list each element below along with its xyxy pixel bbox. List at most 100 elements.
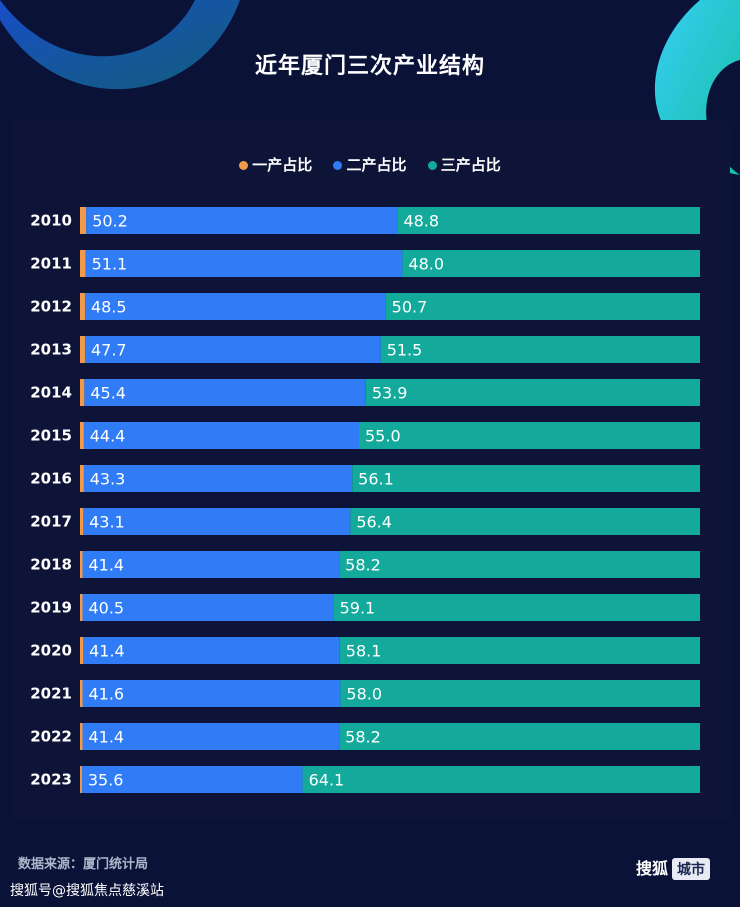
bar-2011-series-1 bbox=[85, 250, 403, 277]
bar-2016-series-2 bbox=[352, 465, 700, 492]
brand-name: 搜狐 bbox=[636, 859, 669, 878]
data-label-2014-series-2: 53.9 bbox=[372, 384, 408, 403]
data-label-2020-series-2: 58.1 bbox=[346, 642, 382, 661]
legend-dot-secondary bbox=[333, 161, 343, 170]
bar-2013-series-1 bbox=[84, 336, 381, 363]
data-label-2021-series-2: 58.0 bbox=[346, 685, 382, 704]
data-label-2016-series-2: 56.1 bbox=[358, 470, 394, 489]
legend-label-secondary: 二产占比 bbox=[346, 156, 407, 174]
bar-2013-series-2 bbox=[380, 336, 700, 363]
bar-2011-series-0 bbox=[80, 250, 86, 277]
bar-2014-series-1 bbox=[84, 379, 366, 406]
data-label-2015-series-2: 55.0 bbox=[365, 427, 401, 446]
bar-2022-series-2 bbox=[339, 723, 700, 750]
legend-item-tertiary: 三产占比 bbox=[427, 154, 501, 175]
category-label-2012: 2012 bbox=[30, 298, 72, 316]
bar-2018-series-0 bbox=[80, 551, 84, 578]
data-label-2019-series-1: 40.5 bbox=[88, 599, 124, 618]
category-label-2011: 2011 bbox=[30, 255, 72, 273]
category-label-2016: 2016 bbox=[30, 470, 72, 488]
bar-2010-series-2 bbox=[397, 207, 700, 234]
category-label-2017: 2017 bbox=[30, 513, 72, 531]
data-label-2014-series-1: 45.4 bbox=[90, 384, 126, 403]
legend-dot-tertiary bbox=[427, 161, 437, 170]
data-source: 数据来源：厦门统计局 bbox=[18, 857, 149, 872]
data-label-2022-series-1: 41.4 bbox=[88, 728, 124, 747]
data-label-2012-series-1: 48.5 bbox=[91, 298, 127, 317]
bar-2020-series-0 bbox=[80, 637, 84, 664]
category-label-2014: 2014 bbox=[30, 384, 72, 402]
category-label-2021: 2021 bbox=[30, 685, 72, 703]
bar-2019-series-2 bbox=[333, 594, 700, 621]
category-label-2018: 2018 bbox=[30, 556, 72, 574]
bar-2020-series-1 bbox=[83, 637, 340, 664]
data-label-2023-series-2: 64.1 bbox=[309, 771, 345, 790]
bar-2021-series-1 bbox=[82, 680, 341, 707]
bar-2017-series-1 bbox=[83, 508, 351, 535]
category-label-2023: 2023 bbox=[30, 771, 72, 789]
bar-2012-series-1 bbox=[84, 293, 386, 320]
data-label-2013-series-1: 47.7 bbox=[91, 341, 127, 360]
bar-2013-series-0 bbox=[80, 336, 85, 363]
chart-title: 近年厦门三次产业结构 bbox=[254, 54, 485, 79]
bar-2018-series-2 bbox=[339, 551, 700, 578]
data-label-2011-series-1: 51.1 bbox=[92, 255, 128, 274]
legend-label-primary: 一产占比 bbox=[252, 156, 313, 174]
data-label-2012-series-2: 50.7 bbox=[392, 298, 428, 317]
bar-2015-series-1 bbox=[83, 422, 359, 449]
bar-2019-series-1 bbox=[82, 594, 334, 621]
bar-2018-series-1 bbox=[82, 551, 340, 578]
data-label-2015-series-1: 44.4 bbox=[90, 427, 126, 446]
data-label-2019-series-2: 59.1 bbox=[340, 599, 376, 618]
bar-2022-series-1 bbox=[82, 723, 340, 750]
bar-2014-series-2 bbox=[365, 379, 700, 406]
data-label-2017-series-1: 43.1 bbox=[89, 513, 125, 532]
bar-2022-series-0 bbox=[80, 723, 84, 750]
legend-dot-primary bbox=[239, 161, 249, 170]
category-label-2010: 2010 bbox=[30, 212, 72, 230]
data-label-2011-series-2: 48.0 bbox=[408, 255, 444, 274]
data-label-2022-series-2: 58.2 bbox=[345, 728, 381, 747]
bar-2012-series-2 bbox=[385, 293, 700, 320]
bar-2016-series-0 bbox=[80, 465, 84, 492]
brand-logo: 搜狐 城市 bbox=[636, 855, 711, 880]
bar-2010-series-1 bbox=[86, 207, 398, 234]
brand-tag: 城市 bbox=[672, 858, 711, 880]
data-label-2018-series-1: 41.4 bbox=[88, 556, 124, 575]
category-label-2015: 2015 bbox=[30, 427, 72, 445]
data-label-2018-series-2: 58.2 bbox=[345, 556, 381, 575]
legend: 一产占比 二产占比 三产占比 bbox=[0, 154, 740, 175]
bar-2023-series-1 bbox=[81, 766, 303, 793]
bar-2019-series-0 bbox=[80, 594, 84, 621]
data-label-2010-series-2: 48.8 bbox=[403, 212, 439, 231]
data-label-2010-series-1: 50.2 bbox=[92, 212, 128, 231]
bar-2011-series-2 bbox=[402, 250, 700, 277]
category-label-2020: 2020 bbox=[30, 642, 72, 660]
legend-label-tertiary: 三产占比 bbox=[440, 156, 501, 174]
data-label-2021-series-1: 41.6 bbox=[88, 685, 124, 704]
data-label-2016-series-1: 43.3 bbox=[90, 470, 126, 489]
bar-2021-series-2 bbox=[340, 680, 700, 707]
bar-2015-series-2 bbox=[359, 422, 700, 449]
bar-2023-series-2 bbox=[302, 766, 700, 793]
category-label-2022: 2022 bbox=[30, 728, 72, 746]
bar-2020-series-2 bbox=[339, 637, 700, 664]
bar-2015-series-0 bbox=[80, 422, 84, 449]
bar-2010-series-0 bbox=[80, 207, 87, 234]
watermark-credit: 搜狐号@搜狐焦点慈溪站 bbox=[10, 883, 164, 899]
data-label-2020-series-1: 41.4 bbox=[89, 642, 125, 661]
bar-2017-series-0 bbox=[80, 508, 84, 535]
bar-2017-series-2 bbox=[350, 508, 700, 535]
category-label-2019: 2019 bbox=[30, 599, 72, 617]
data-label-2023-series-1: 35.6 bbox=[88, 771, 124, 790]
bar-2021-series-0 bbox=[80, 680, 84, 707]
category-label-2013: 2013 bbox=[30, 341, 72, 359]
bar-2016-series-1 bbox=[83, 465, 353, 492]
legend-item-secondary: 二产占比 bbox=[333, 154, 407, 175]
data-label-2013-series-2: 51.5 bbox=[387, 341, 423, 360]
bar-2012-series-0 bbox=[80, 293, 85, 320]
legend-item-primary: 一产占比 bbox=[239, 154, 312, 175]
bar-2014-series-0 bbox=[80, 379, 85, 406]
data-label-2017-series-2: 56.4 bbox=[356, 513, 392, 532]
